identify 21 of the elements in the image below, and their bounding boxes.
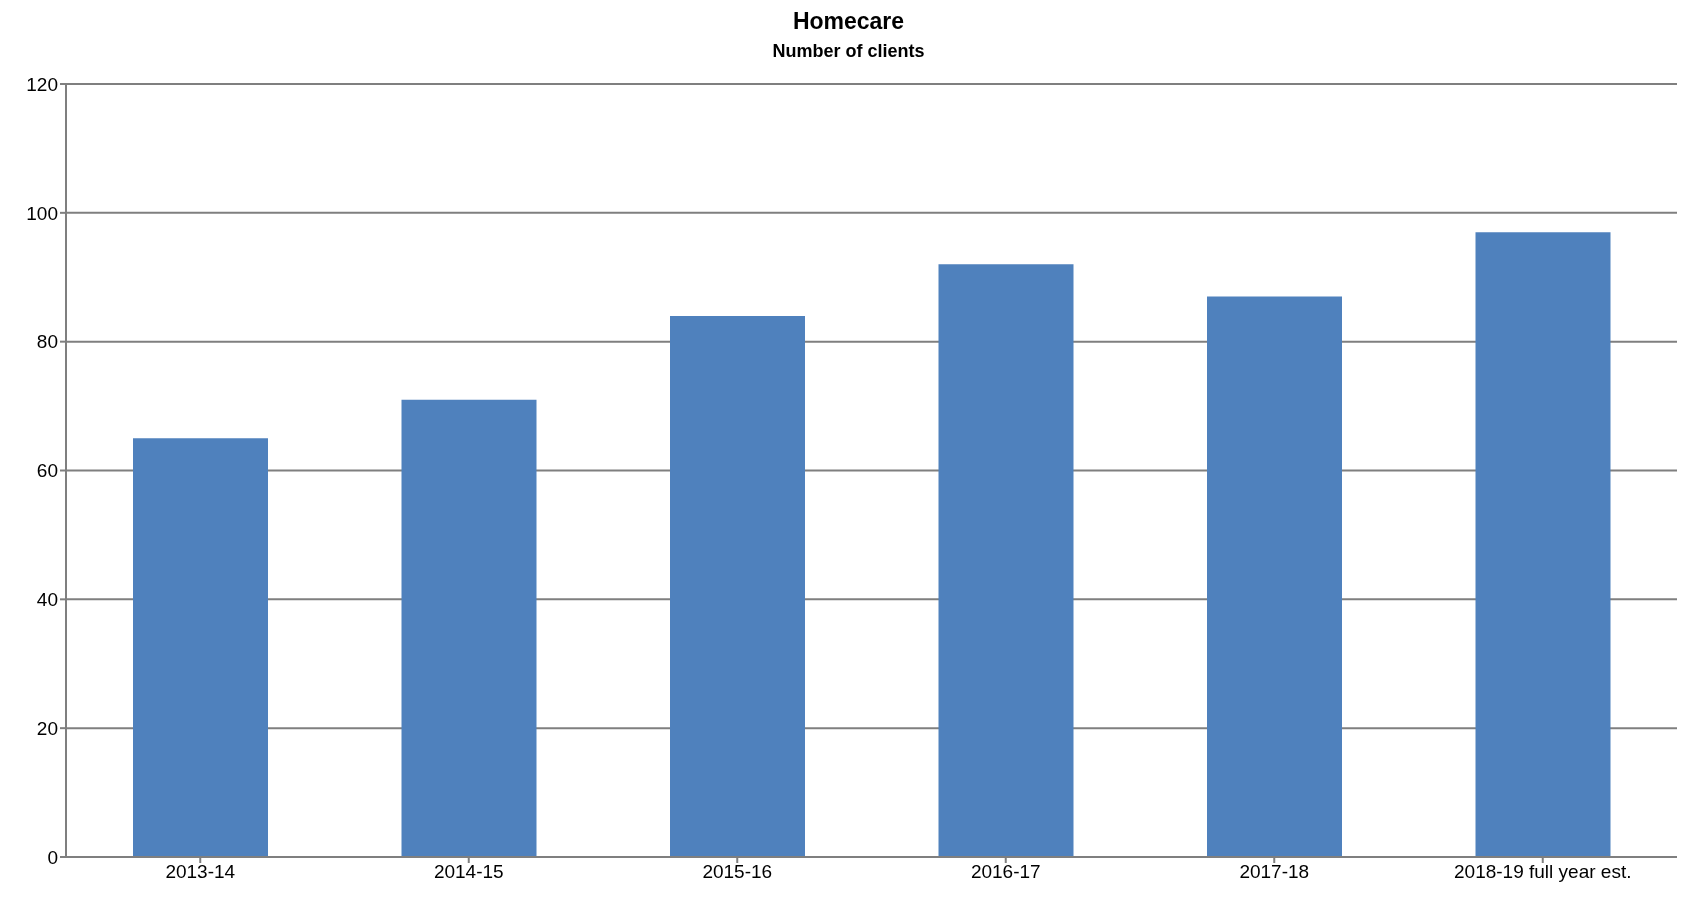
x-tick-label: 2015-16 xyxy=(702,861,773,883)
y-tick-label: 120 xyxy=(26,73,58,95)
bar xyxy=(1207,296,1342,857)
x-tick-label: 2013-14 xyxy=(165,861,236,883)
bar xyxy=(1475,232,1611,857)
y-tick-label: 0 xyxy=(47,846,58,868)
y-tick-label: 60 xyxy=(36,460,58,482)
x-tick-label: 2017-18 xyxy=(1239,861,1310,883)
y-tick-label: 40 xyxy=(36,589,58,611)
bar xyxy=(133,438,268,857)
chart-title: Homecare xyxy=(791,8,906,35)
x-tick-label: 2018-19 full year est. xyxy=(1454,861,1632,883)
y-tick-label: 20 xyxy=(36,717,58,739)
chart-subtitle: Number of clients xyxy=(771,41,926,62)
y-tick-label: 100 xyxy=(26,202,58,224)
x-tick-label: 2016-17 xyxy=(970,861,1041,883)
bar xyxy=(938,264,1074,857)
bar xyxy=(401,399,537,857)
y-tick-label: 80 xyxy=(36,331,58,353)
bar xyxy=(670,315,805,857)
x-tick-label: 2014-15 xyxy=(433,861,504,883)
